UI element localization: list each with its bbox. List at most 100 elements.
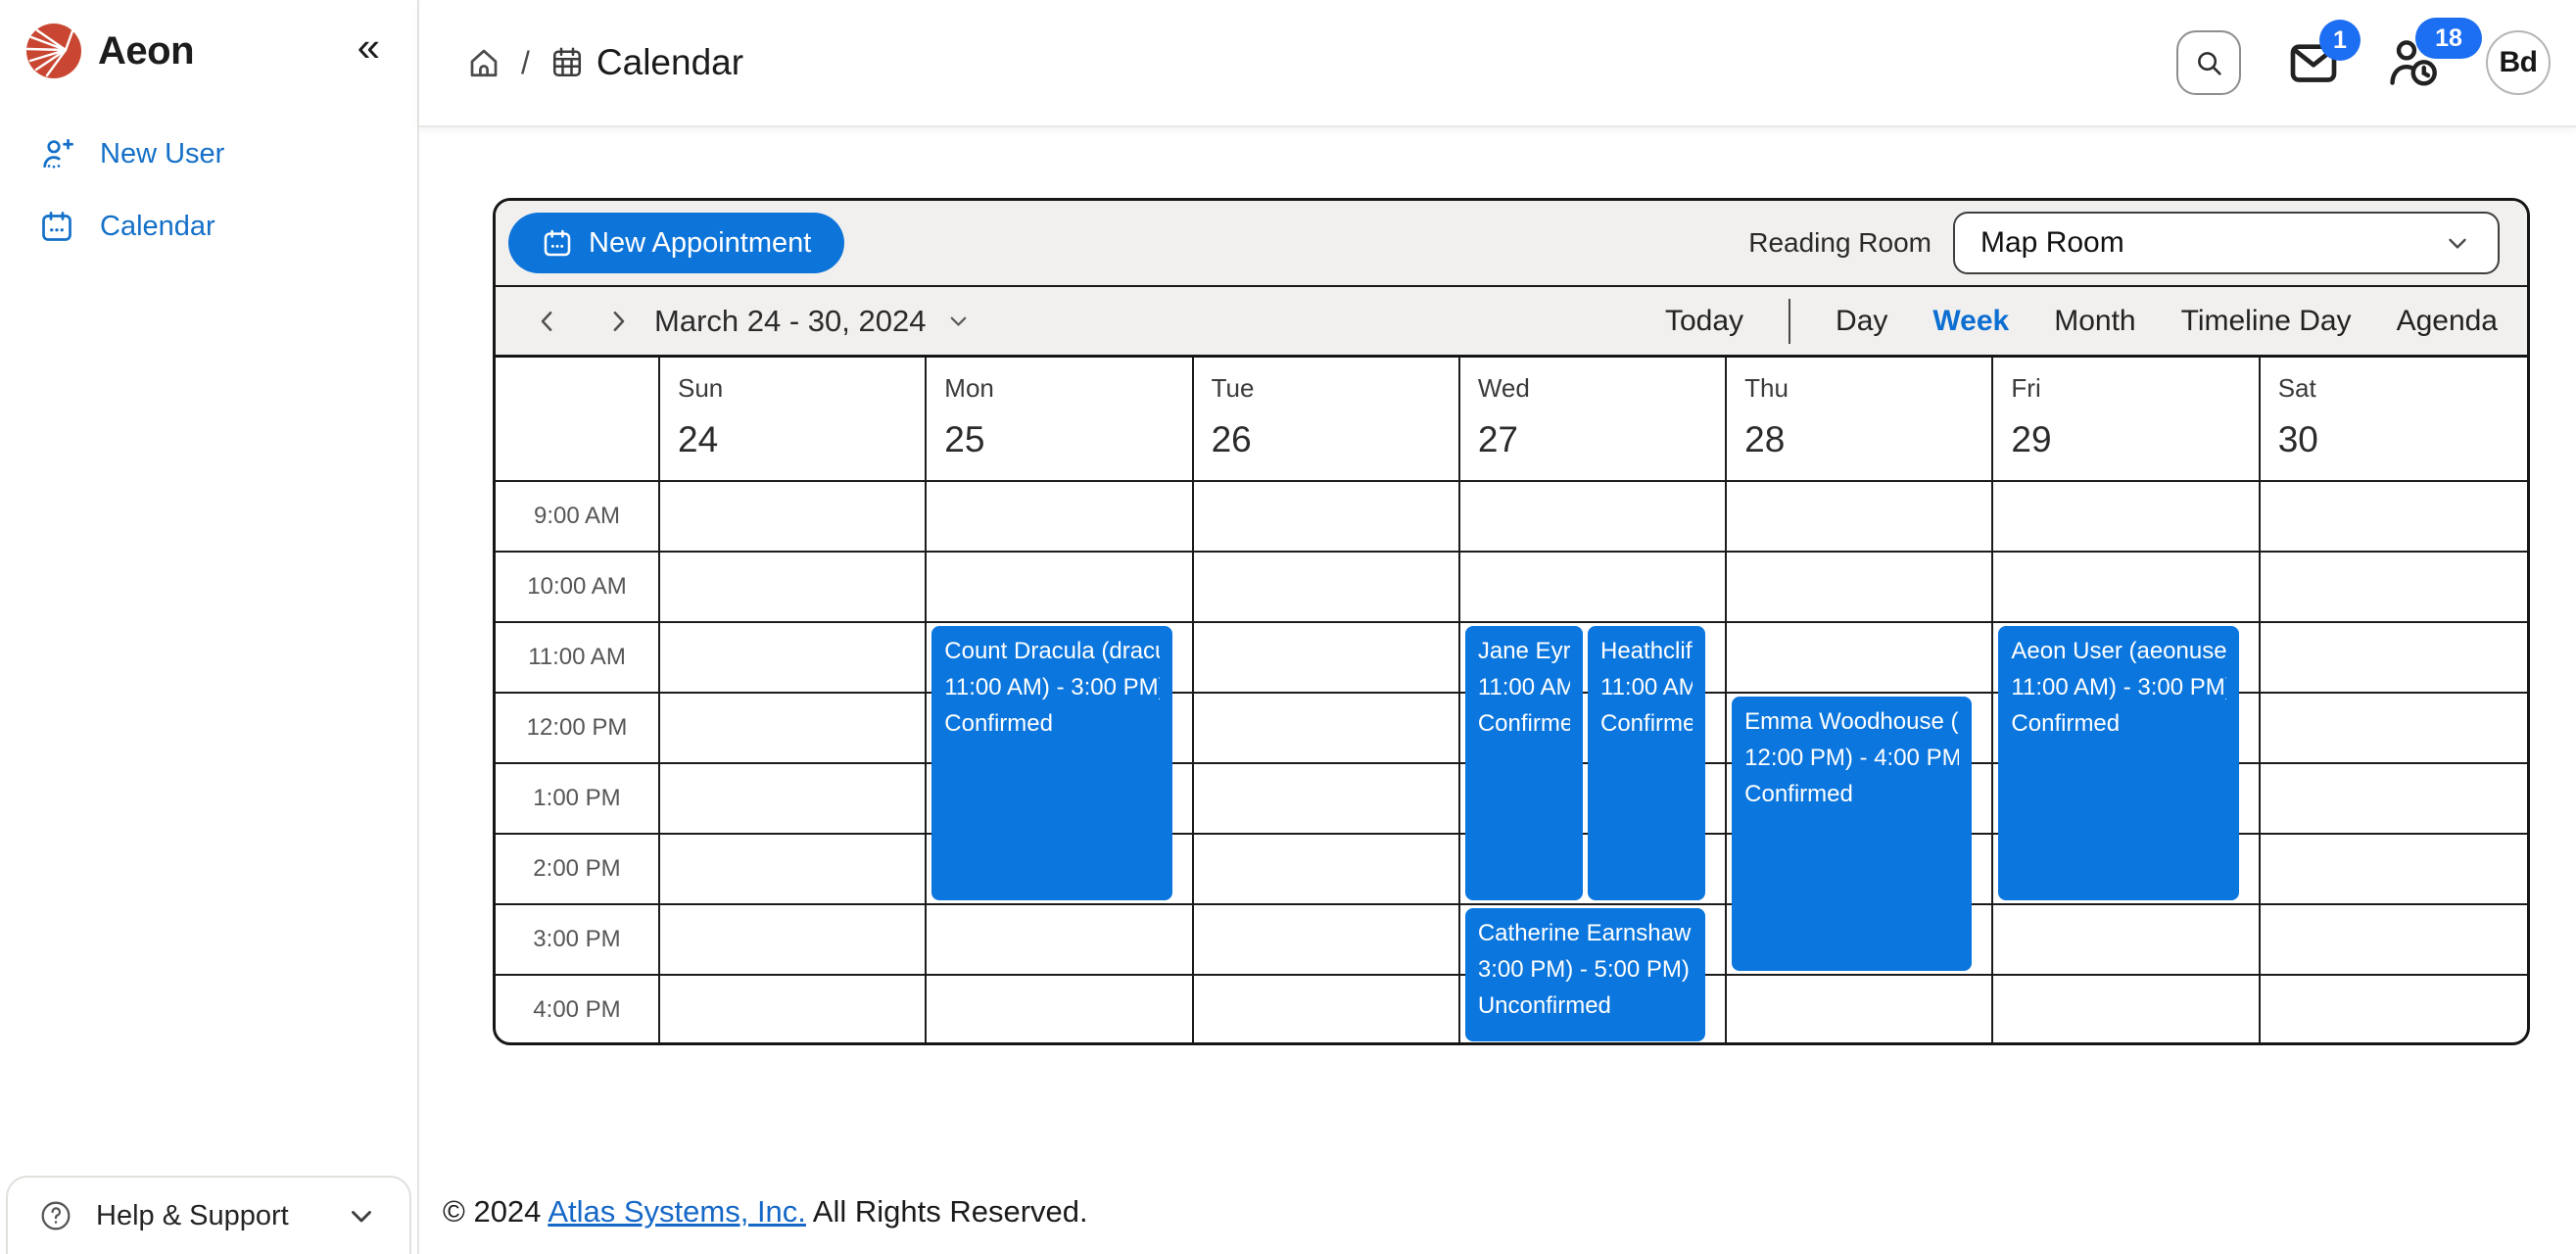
- appointment-time: 11:00 AM): [1600, 674, 1693, 700]
- next-week-button[interactable]: [603, 307, 633, 336]
- work-cell[interactable]: [2261, 976, 2527, 1042]
- appointment-title: Jane Eyre: [1477, 638, 1570, 664]
- avatar[interactable]: Bd: [2486, 30, 2551, 95]
- appointment-catherine-earnshaw[interactable]: Catherine Earnshaw (3:00 PM) - 5:00 PM) U…: [1464, 908, 1706, 1041]
- time-label: 2:00 PM: [496, 835, 660, 903]
- work-cell[interactable]: [1194, 905, 1460, 974]
- work-cell[interactable]: [2261, 482, 2527, 551]
- new-appointment-button[interactable]: New Appointment: [508, 213, 845, 273]
- work-cell[interactable]: [660, 553, 928, 621]
- work-cell[interactable]: [1460, 553, 1728, 621]
- day-name: Wed: [1477, 373, 1530, 403]
- work-cell[interactable]: [1460, 905, 1728, 974]
- work-cell[interactable]: [660, 835, 928, 903]
- work-cell[interactable]: [1194, 976, 1460, 1042]
- work-cell[interactable]: [927, 976, 1194, 1042]
- date-range-picker[interactable]: March 24 - 30, 2024: [654, 304, 972, 339]
- work-cell[interactable]: [1460, 976, 1728, 1042]
- appointment-aeon-user-aeonuser[interactable]: Aeon User (aeonuser) 11:00 AM) - 3:00 PM)…: [1998, 626, 2239, 900]
- atlas-systems-link[interactable]: Atlas Systems, Inc.: [548, 1194, 806, 1229]
- sidebar-item-calendar[interactable]: Calendar: [0, 190, 417, 263]
- work-cell[interactable]: [1194, 694, 1460, 762]
- work-cell[interactable]: [1993, 623, 2261, 692]
- work-cell[interactable]: [2261, 835, 2527, 903]
- work-cell[interactable]: [1727, 976, 1994, 1042]
- work-cell[interactable]: [2261, 623, 2527, 692]
- appointment-heathcliff[interactable]: Heathcliff 11:00 AM) Confirmed: [1588, 626, 1706, 900]
- chevron-down-icon: [951, 316, 967, 326]
- work-cell[interactable]: [2261, 553, 2527, 621]
- messages-button[interactable]: 1: [2286, 20, 2361, 90]
- work-cell[interactable]: [2261, 764, 2527, 833]
- work-cell[interactable]: [1194, 623, 1460, 692]
- work-cell[interactable]: [1993, 976, 2261, 1042]
- day-header-sun[interactable]: Sun 24: [660, 358, 928, 480]
- appointment-emma-woodhouse-e[interactable]: Emma Woodhouse (e 12:00 PM) - 4:00 PM) Con…: [1732, 697, 1973, 971]
- work-cell[interactable]: [1727, 553, 1994, 621]
- work-cell[interactable]: [1727, 694, 1994, 762]
- sidebar-item-new-user[interactable]: New User: [0, 118, 417, 190]
- room-select[interactable]: Map Room: [1953, 212, 2500, 274]
- work-cell[interactable]: [927, 835, 1194, 903]
- work-cell[interactable]: [1727, 482, 1994, 551]
- work-cell[interactable]: [1993, 905, 2261, 974]
- day-header-thu[interactable]: Thu 28: [1727, 358, 1994, 480]
- view-month-button[interactable]: Month: [2054, 304, 2136, 337]
- collapse-sidebar-icon[interactable]: «: [357, 24, 380, 70]
- view-today-button[interactable]: Today: [1664, 304, 1744, 337]
- calendar-icon: [42, 212, 72, 241]
- view-week-button[interactable]: Week: [1932, 304, 2010, 337]
- work-cell[interactable]: [1460, 694, 1728, 762]
- work-cell[interactable]: [1460, 764, 1728, 833]
- work-cell[interactable]: [1194, 835, 1460, 903]
- time-row: 10:00 AM: [496, 553, 2527, 623]
- work-cell[interactable]: [927, 553, 1194, 621]
- home-icon[interactable]: [466, 45, 501, 80]
- work-cell[interactable]: [2261, 905, 2527, 974]
- work-cell[interactable]: [1727, 905, 1994, 974]
- work-cell[interactable]: [1194, 553, 1460, 621]
- search-button[interactable]: [2176, 30, 2241, 95]
- work-cell[interactable]: [1460, 835, 1728, 903]
- work-cell[interactable]: [660, 905, 928, 974]
- view-agenda-button[interactable]: Agenda: [2396, 304, 2498, 337]
- work-cell[interactable]: [660, 623, 928, 692]
- appointment-jane-eyre[interactable]: Jane Eyre 11:00 AM) Confirmed: [1464, 626, 1583, 900]
- work-cell[interactable]: [927, 694, 1194, 762]
- work-cell[interactable]: [1727, 623, 1994, 692]
- work-cell[interactable]: [1194, 764, 1460, 833]
- work-cell[interactable]: [1194, 482, 1460, 551]
- time-row: 9:00 AM: [496, 482, 2527, 553]
- work-cell[interactable]: [1993, 764, 2261, 833]
- pending-users-button[interactable]: 18: [2386, 18, 2482, 90]
- work-cell[interactable]: [927, 482, 1194, 551]
- work-cell[interactable]: [660, 764, 928, 833]
- work-cell[interactable]: [927, 623, 1194, 692]
- work-cell[interactable]: [1993, 835, 2261, 903]
- work-cell[interactable]: [1727, 764, 1994, 833]
- work-cell[interactable]: [927, 764, 1194, 833]
- work-cell[interactable]: [1460, 623, 1728, 692]
- work-cell[interactable]: [660, 976, 928, 1042]
- work-cell[interactable]: [1460, 482, 1728, 551]
- work-cell[interactable]: [1993, 482, 2261, 551]
- work-cell[interactable]: [1727, 835, 1994, 903]
- day-header-sat[interactable]: Sat 30: [2261, 358, 2527, 480]
- appointment-time: 11:00 AM) - 3:00 PM): [944, 674, 1160, 700]
- work-cell[interactable]: [1993, 553, 2261, 621]
- day-header-mon[interactable]: Mon 25: [927, 358, 1194, 480]
- day-header-tue[interactable]: Tue 26: [1194, 358, 1460, 480]
- help-support-button[interactable]: Help & Support: [6, 1176, 411, 1254]
- work-cell[interactable]: [1993, 694, 2261, 762]
- work-cell[interactable]: [660, 694, 928, 762]
- day-date: 25: [944, 419, 985, 459]
- view-timeline-day-button[interactable]: Timeline Day: [2180, 304, 2352, 337]
- work-cell[interactable]: [927, 905, 1194, 974]
- work-cell[interactable]: [2261, 694, 2527, 762]
- view-day-button[interactable]: Day: [1836, 304, 1888, 337]
- work-cell[interactable]: [660, 482, 928, 551]
- day-header-fri[interactable]: Fri 29: [1993, 358, 2261, 480]
- appointment-count-dracula-dracu[interactable]: Count Dracula (dracu 11:00 AM) - 3:00 PM)…: [931, 626, 1172, 900]
- previous-week-button[interactable]: [533, 307, 562, 336]
- day-header-wed[interactable]: Wed 27: [1460, 358, 1728, 480]
